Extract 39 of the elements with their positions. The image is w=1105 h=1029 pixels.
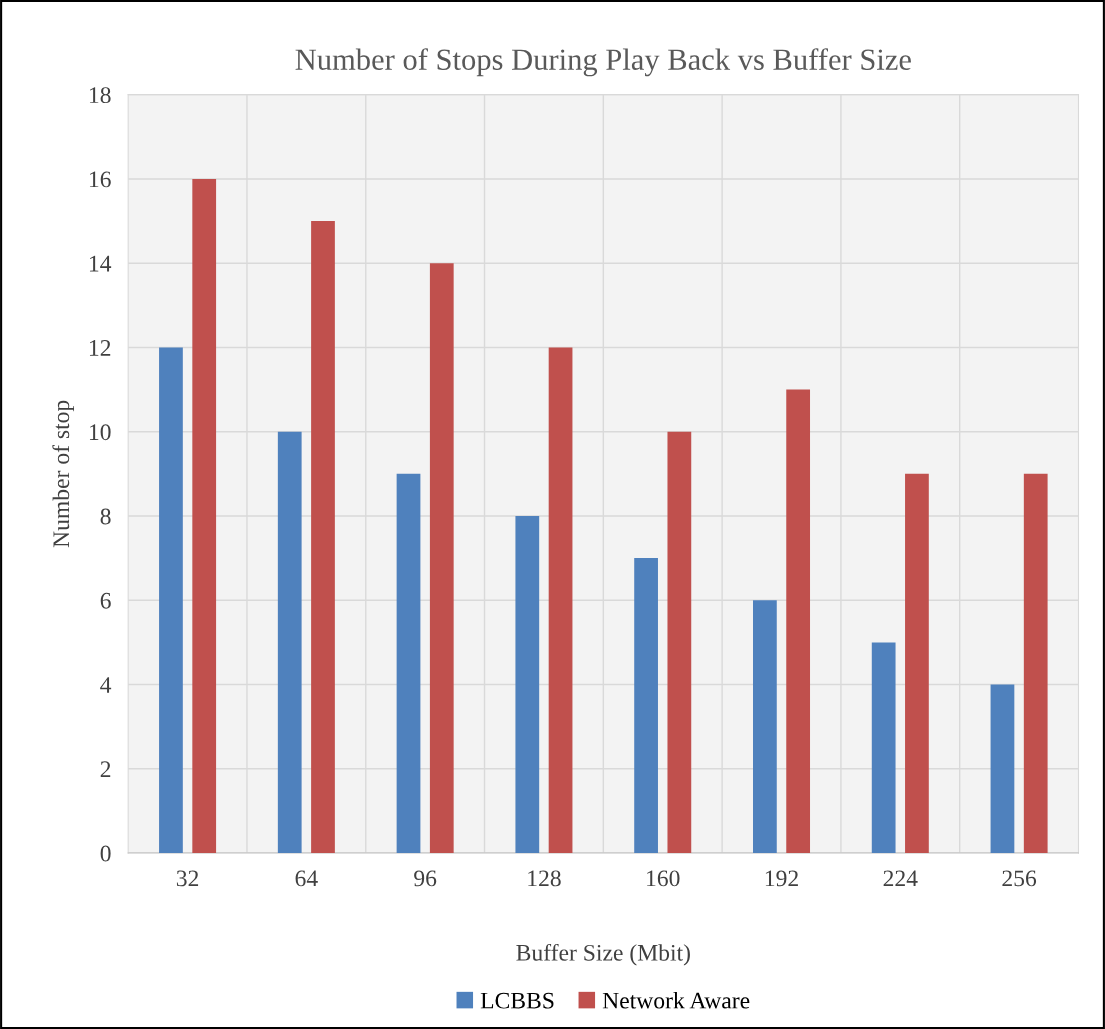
bar: [871, 642, 896, 854]
x-tick-label: 160: [647, 870, 680, 887]
bar: [634, 558, 658, 854]
x-tick-label: 32: [176, 870, 199, 887]
x-tick-label: 224: [883, 870, 918, 887]
y-tick-label: 6: [100, 592, 111, 609]
y-tick-label: 10: [89, 424, 111, 441]
x-axis-title: Buffer Size (Mbit): [516, 943, 690, 966]
y-tick-label: 4: [100, 677, 112, 693]
y-tick-label: 8: [100, 508, 111, 525]
bar: [753, 600, 777, 854]
bar: [667, 431, 692, 854]
y-axis-title: Number of stop: [52, 400, 75, 548]
legend-label: Network Aware: [602, 991, 750, 1009]
y-tick-label: 18: [89, 87, 111, 104]
bar: [990, 684, 1015, 854]
bar: [429, 263, 454, 854]
x-tick-label: 128: [528, 870, 561, 887]
y-tick-label: 0: [100, 845, 111, 862]
bar: [905, 473, 929, 854]
bar: [159, 347, 183, 854]
y-tick-label: 16: [89, 171, 111, 188]
bar: [515, 515, 540, 854]
bar: [277, 431, 302, 854]
bar: [311, 221, 335, 854]
bar: [192, 178, 217, 854]
bar: [396, 473, 421, 854]
x-tick-label: 192: [765, 870, 798, 887]
bar: [786, 389, 811, 854]
x-tick-label: 64: [295, 870, 318, 887]
chart-title: Number of Stops During Play Back vs Buffer Size: [295, 48, 911, 77]
x-tick-label: 256: [1002, 870, 1037, 887]
y-tick-label: 14: [89, 255, 112, 272]
y-tick-label: 12: [89, 340, 111, 356]
legend-label: LCBBS: [480, 992, 554, 1009]
bar: [1023, 473, 1048, 854]
y-tick-label: 2: [100, 761, 111, 777]
x-tick-label: 96: [414, 870, 437, 887]
bar: [548, 347, 573, 854]
